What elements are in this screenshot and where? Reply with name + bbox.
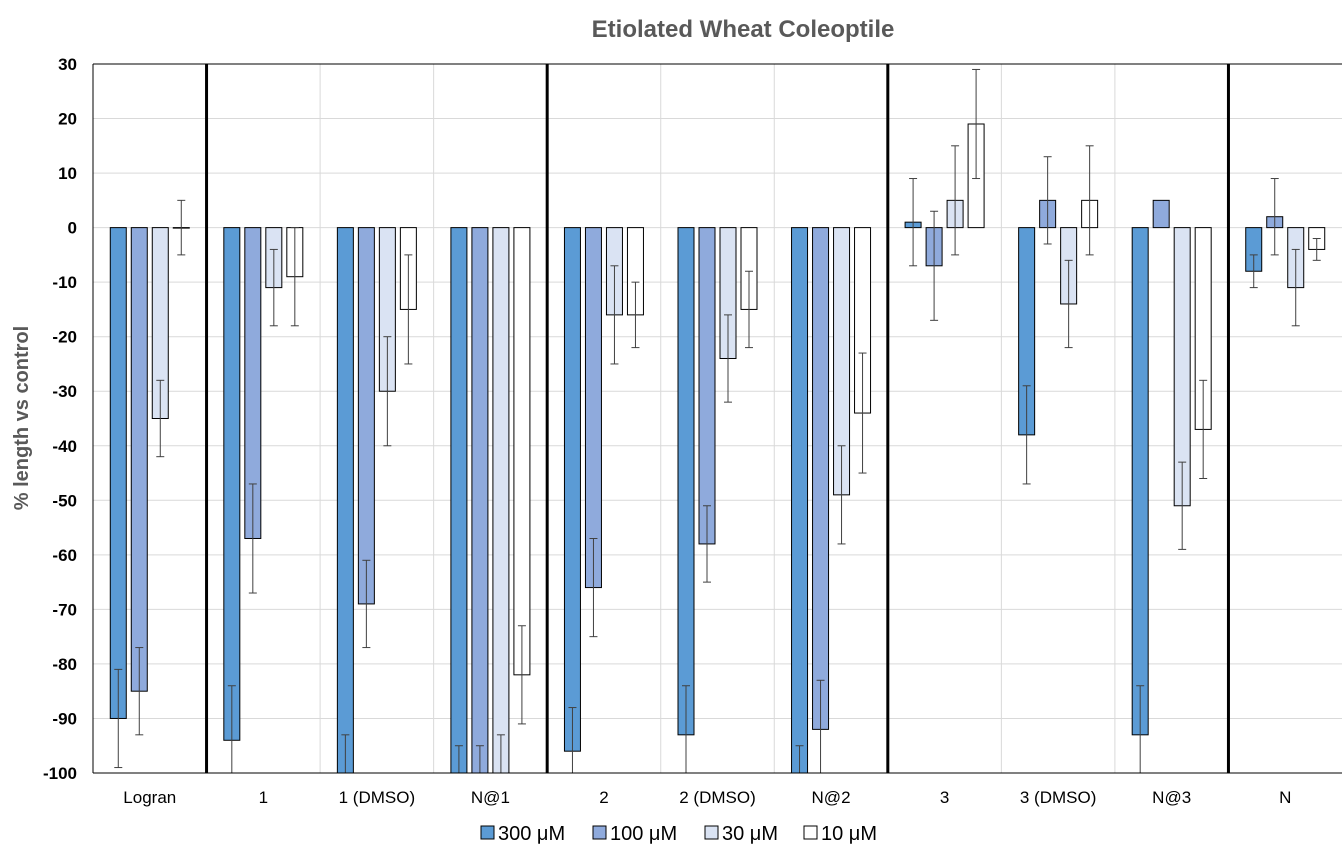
bar [223,227,241,741]
x-tick-label: 1 (DMSO) [339,788,416,807]
y-tick-label: 10 [58,164,77,183]
bar [492,227,510,774]
x-tick-label: 2 [599,788,608,807]
bar [584,227,602,589]
bar [109,227,127,719]
x-tick-label: 3 [940,788,949,807]
bar [812,227,830,730]
y-tick-label: -10 [52,273,77,292]
bar [698,227,716,545]
legend-swatch [592,825,607,840]
bar [677,227,695,736]
bar-layer [109,123,1326,774]
x-tick-label: N@3 [1152,788,1191,807]
legend-label: 100 μM [610,823,677,845]
y-tick-label: 0 [68,219,77,238]
bar [357,227,375,605]
y-tick-label: -40 [52,437,77,456]
bar [1131,227,1149,736]
legend: 300 μM 100 μM 30 μM 10 μM [480,823,877,845]
y-tick-label: -100 [43,764,77,783]
bar [471,227,489,774]
chart-title: Etiolated Wheat Coleoptile [592,16,895,43]
bar [513,227,531,676]
x-tick-label: N@1 [471,788,510,807]
x-tick-label: N [1279,788,1291,807]
grid-layer [93,63,1342,774]
bar [1152,199,1170,229]
x-tick-label: 2 (DMSO) [679,788,756,807]
legend-label: 300 μM [498,823,565,845]
legend-swatch [803,825,818,840]
legend-swatch [704,825,719,840]
y-tick-label: -80 [52,655,77,674]
bar [450,227,468,774]
axis-layer: 30 20 10 0 -10 -20 -30 -40 -50 -60 -70 -80 -90 -100 Lo… [43,55,1342,807]
legend-label: 10 μM [821,823,877,845]
y-axis-label: % length vs control [11,326,33,510]
y-tick-label: 20 [58,110,77,129]
y-tick-label: -30 [52,382,77,401]
y-tick-label: 30 [58,55,77,74]
x-tick-label: N@2 [812,788,851,807]
bar [336,227,354,774]
bar [130,227,148,692]
y-tick-label: -20 [52,328,77,347]
legend-swatch [480,825,495,840]
y-tick-label: -60 [52,546,77,565]
legend-label: 30 μM [722,823,778,845]
x-tick-label: 1 [259,788,268,807]
y-tick-label: -70 [52,600,77,619]
bar [563,227,581,752]
error-layer [114,68,1321,773]
bar [791,227,809,774]
x-tick-label: Logran [123,788,176,807]
y-tick-label: -90 [52,709,77,728]
y-tick-label: -50 [52,491,77,510]
x-tick-label: 3 (DMSO) [1020,788,1097,807]
